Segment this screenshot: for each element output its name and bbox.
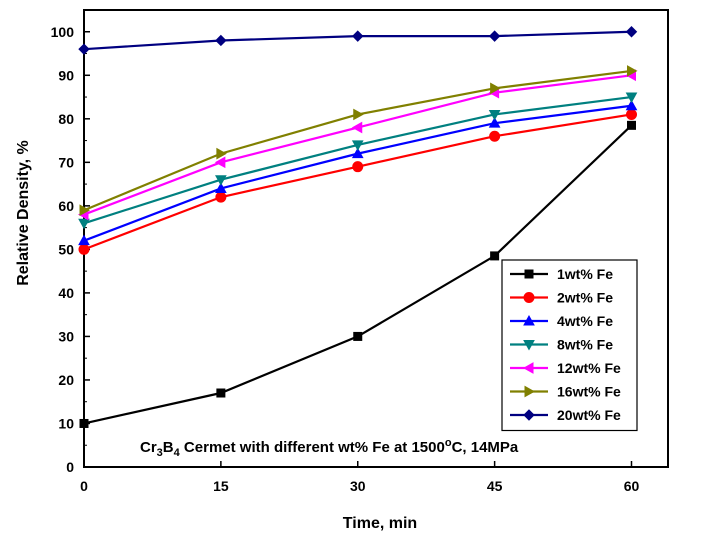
legend-marker [523, 292, 535, 303]
y-axis-title: Relative Density, % [15, 140, 32, 286]
legend-marker [523, 340, 535, 351]
data-point [490, 251, 500, 261]
data-point [215, 175, 227, 186]
data-point [215, 34, 227, 47]
data-point [489, 130, 501, 142]
data-point [627, 65, 638, 77]
legend-label: 2wt% Fe [557, 290, 613, 306]
x-tick-label: 15 [213, 478, 229, 494]
data-point [78, 218, 90, 230]
legend-label: 12wt% Fe [557, 360, 621, 376]
data-point [216, 388, 226, 398]
legend-item: 20wt% Fe [510, 407, 621, 423]
data-point [627, 120, 636, 130]
legend-label: 1wt% Fe [557, 266, 613, 282]
legend-item: 2wt% Fe [510, 290, 613, 306]
annotation-text: C, 14MPa [452, 439, 519, 456]
legend-label: 8wt% Fe [557, 337, 613, 353]
legend-label: 20wt% Fe [557, 407, 621, 423]
data-point [625, 26, 638, 38]
y-tick-label: 0 [66, 459, 74, 475]
data-point [351, 121, 363, 134]
data-point [488, 30, 501, 42]
series-group [78, 108, 637, 255]
y-tick-label: 100 [51, 24, 75, 40]
y-tick-label: 60 [58, 198, 74, 214]
legend-marker [524, 385, 536, 398]
legend-item: 4wt% Fe [510, 313, 613, 329]
legend-marker [524, 269, 534, 279]
series-group [78, 99, 638, 246]
data-point [352, 30, 364, 42]
legend-item: 8wt% Fe [510, 337, 613, 353]
data-point [351, 147, 364, 159]
y-tick-label: 80 [58, 111, 74, 127]
legend-label: 16wt% Fe [557, 384, 621, 400]
annotation-subscript: 3 [157, 447, 163, 459]
data-point [625, 92, 638, 104]
data-point [351, 140, 364, 151]
annotation-text: Cermet with different wt% Fe at 1500 [180, 439, 445, 456]
data-point [216, 147, 227, 160]
data-point [79, 418, 89, 428]
x-tick-label: 45 [487, 478, 503, 494]
data-point [78, 243, 90, 255]
x-tick-label: 30 [350, 478, 366, 494]
y-tick-label: 10 [58, 415, 74, 431]
data-point [488, 109, 501, 121]
legend-marker [523, 409, 535, 421]
y-tick-label: 40 [58, 285, 74, 301]
legend-label: 4wt% Fe [557, 313, 613, 329]
data-point [490, 82, 501, 95]
legend-marker [523, 314, 535, 326]
data-point [626, 108, 637, 120]
data-point [353, 108, 364, 121]
annotation-superscript: o [445, 437, 452, 449]
series-group [78, 92, 638, 230]
data-point [78, 234, 90, 246]
data-point [79, 204, 91, 217]
series-layer [77, 26, 638, 428]
series-group [79, 65, 638, 217]
chart-annotation: Cr3B4 Cermet with different wt% Fe at 15… [140, 437, 519, 459]
y-tick-label: 50 [58, 241, 74, 257]
x-tick-label: 0 [80, 478, 88, 494]
legend-item: 12wt% Fe [510, 360, 621, 376]
legend-marker [522, 362, 534, 374]
legend-item: 16wt% Fe [510, 384, 621, 400]
y-tick-label: 90 [58, 67, 74, 83]
data-point [214, 156, 226, 169]
data-point [625, 99, 638, 111]
x-axis-title: Time, min [343, 515, 417, 532]
data-point [488, 117, 501, 128]
data-point [352, 161, 364, 173]
y-tick-label: 70 [58, 154, 74, 170]
annotation-text: B [163, 439, 174, 456]
x-tick-label: 60 [624, 478, 640, 494]
y-tick-label: 20 [58, 372, 74, 388]
legend: 1wt% Fe 2wt% Fe 4wt% Fe 8wt% Fe 12wt% Fe 16wt… [501, 259, 638, 432]
y-axis: 0 10 20 30 40 50 60 70 80 90 100 [51, 9, 90, 475]
data-point [215, 182, 227, 193]
annotation-text: Cr [140, 439, 157, 456]
data-point [215, 191, 227, 203]
series-group [79, 120, 636, 428]
data-point [353, 331, 363, 341]
legend-item: 1wt% Fe [510, 266, 613, 282]
annotation-subscript: 4 [174, 447, 181, 459]
series-line [83, 113, 632, 251]
data-point [78, 43, 90, 55]
y-tick-label: 30 [58, 328, 74, 344]
series-group [78, 26, 638, 55]
x-axis: 0 15 30 45 60 [80, 461, 639, 494]
